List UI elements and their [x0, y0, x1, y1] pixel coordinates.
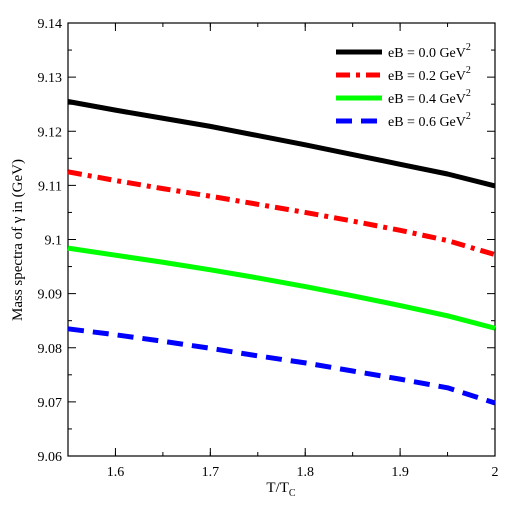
x-axis-title-subscript: C: [289, 488, 296, 499]
series-line-3: [67, 245, 496, 331]
legend-label-text: eB = 0.6 GeV: [388, 115, 466, 130]
series-line-4: [67, 326, 496, 406]
y-tick-label: 9.13: [38, 71, 63, 86]
y-tick-label: 9.07: [38, 396, 63, 411]
legend-label-text: eB = 0.2 GeV: [388, 69, 466, 84]
legend-label-superscript: 2: [466, 88, 471, 99]
y-tick-label: 9.09: [38, 288, 63, 303]
legend-label-superscript: 2: [466, 65, 471, 76]
x-tick-label: 1.6: [107, 465, 125, 480]
x-tick-label: 1.9: [391, 465, 409, 480]
series-line-1: [67, 99, 496, 189]
x-axis-title-main: T/T: [266, 480, 289, 496]
legend-label-superscript: 2: [466, 42, 471, 53]
legend-label-4: eB = 0.6 GeV2: [388, 111, 471, 130]
series-line-2: [67, 169, 496, 258]
y-tick-label: 9.1: [45, 234, 63, 249]
legend-label-2: eB = 0.2 GeV2: [388, 65, 471, 84]
x-tick-label: 1.8: [296, 465, 314, 480]
y-tick-label: 9.11: [38, 179, 62, 194]
legend-label-1: eB = 0.0 GeV2: [388, 42, 471, 61]
x-tick-label: 2: [492, 465, 499, 480]
legend-label-3: eB = 0.4 GeV2: [388, 88, 471, 107]
axis-ticks: 1.6 1.7 1.8 1.9 2 9.06 9.07 9.08 9.09 9.1 9.11 9.12…: [38, 17, 499, 480]
y-tick-label: 9.14: [38, 17, 63, 32]
legend-label-text: eB = 0.4 GeV: [388, 92, 466, 107]
x-axis-title: T/TC: [266, 480, 296, 499]
y-tick-label: 9.12: [38, 125, 63, 140]
y-axis-title: Mass spectra of γ in (GeV): [10, 159, 26, 321]
y-tick-label: 9.06: [38, 450, 63, 465]
y-tick-label: 9.08: [38, 342, 63, 357]
series-layer: [67, 99, 496, 406]
x-tick-label: 1.7: [202, 465, 220, 480]
legend-label-text: eB = 0.0 GeV: [388, 46, 466, 61]
legend-label-superscript: 2: [466, 111, 471, 122]
